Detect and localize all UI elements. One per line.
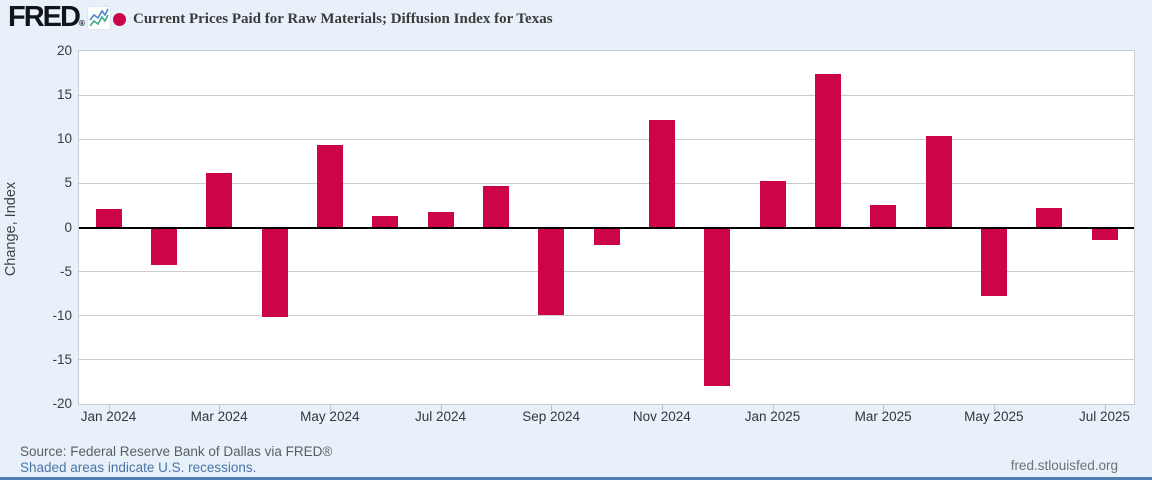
bar-aug-2024[interactable] [482,186,509,228]
bar-oct-2024[interactable] [593,227,620,246]
chart-title: Current Prices Paid for Raw Materials; D… [133,11,553,27]
zero-line [79,226,1134,229]
gridline [79,359,1134,361]
y-tick-label: 20 [56,43,72,58]
series-dot-marker [113,13,126,26]
x-tick [661,405,663,411]
gridline [79,94,1134,96]
bar-jul-2024[interactable] [427,212,454,228]
sparkline-chart-icon [87,6,111,30]
source-note: Source: Federal Reserve Bank of Dallas v… [20,444,333,459]
bar-apr-2024[interactable] [261,227,288,317]
x-tick-label: Sep 2024 [522,409,581,424]
x-tick [551,405,553,411]
y-tick-label: -10 [52,307,72,323]
x-tick-label: Jan 2024 [80,409,137,424]
bar-nov-2024[interactable] [648,119,675,228]
bar-jan-2025[interactable] [759,180,786,228]
bar-mar-2024[interactable] [206,172,233,228]
x-tick [772,405,774,411]
x-tick-label: Mar 2025 [854,409,912,424]
bar-jun-2025[interactable] [1036,208,1063,228]
y-tick-label: 10 [56,131,72,147]
gridline [79,271,1134,273]
bar-sep-2024[interactable] [538,227,565,315]
plot-area [78,50,1135,405]
x-tick-label: Jul 2024 [414,409,467,424]
y-axis-title: Change, Index [3,181,19,277]
bar-feb-2024[interactable] [150,227,177,265]
x-tick [883,405,885,411]
recession-note-link[interactable]: Shaded areas indicate U.S. recessions. [20,460,257,475]
bar-feb-2025[interactable] [814,73,841,228]
y-tick-label: 0 [64,219,72,235]
bar-may-2024[interactable] [316,145,343,228]
y-tick-label: -5 [59,263,72,279]
x-tick-label: May 2024 [300,409,360,424]
y-tick-label: -20 [52,396,72,411]
gridline [79,182,1134,184]
y-tick-label: -15 [52,351,72,367]
x-tick [440,405,442,411]
bar-jul-2025[interactable] [1091,227,1118,240]
bar-dec-2024[interactable] [704,227,731,387]
bar-apr-2025[interactable] [925,135,952,228]
x-tick-label: Jul 2025 [1078,409,1131,424]
x-tick-label: Mar 2024 [190,409,248,424]
x-tick [1104,405,1106,411]
x-tick [993,405,995,411]
x-tick [108,405,110,411]
fred-site-link[interactable]: fred.stlouisfed.org [1010,458,1118,473]
x-tick [219,405,221,411]
bar-jan-2024[interactable] [95,208,122,228]
chart-header: FRED® Current Prices Paid for Raw Materi… [0,0,1152,40]
gridline [79,138,1134,140]
y-tick-label: 5 [64,175,72,191]
bar-may-2025[interactable] [980,227,1007,297]
registered-mark: ® [78,19,85,28]
gridline [79,315,1134,317]
x-tick [329,405,331,411]
fred-logo[interactable]: FRED® [8,1,85,33]
bar-jun-2024[interactable] [372,216,399,228]
bar-mar-2025[interactable] [870,204,897,228]
y-tick-label: 15 [56,87,72,103]
x-tick-label: Jan 2025 [744,409,801,424]
x-tick-label: May 2025 [964,409,1024,424]
bottom-blue-strip [0,477,1152,480]
x-tick-label: Nov 2024 [632,409,691,424]
